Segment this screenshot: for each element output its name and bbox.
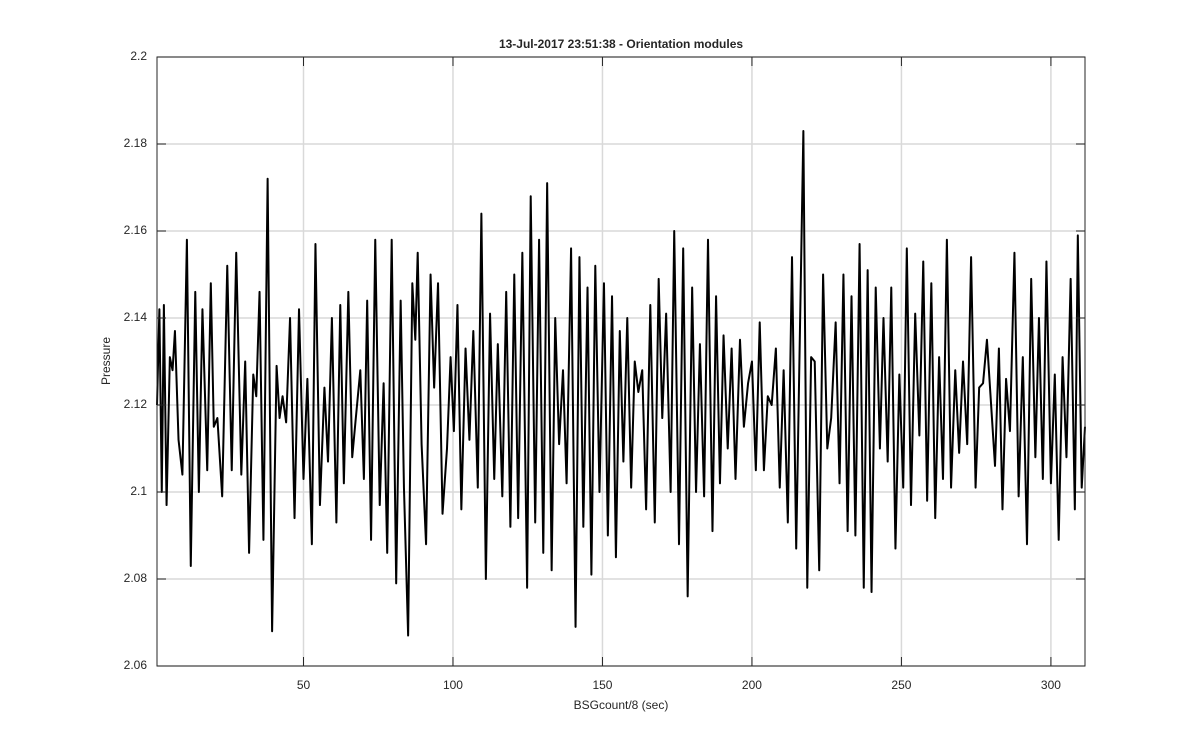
x-tick-label: 50 [297,678,311,692]
x-tick-label: 100 [443,678,463,692]
y-tick-label: 2.1 [130,484,147,498]
x-tick-label: 300 [1041,678,1061,692]
y-tick-label: 2.08 [124,571,148,585]
plot-layer [156,129,1086,637]
chart-title: 13-Jul-2017 23:51:38 - Orientation modul… [499,37,743,51]
y-tick-label: 2.12 [124,397,148,411]
data-line [156,129,1086,637]
x-axis-label: BSGcount/8 (sec) [574,698,669,712]
x-tick-label: 150 [592,678,612,692]
y-tick-label: 2.06 [124,658,148,672]
x-tick-label: 200 [742,678,762,692]
x-tick-label: 250 [891,678,911,692]
y-tick-label: 2.16 [124,223,148,237]
axes-box [156,56,1086,667]
y-tick-label: 2.2 [130,49,147,63]
y-tick-label: 2.18 [124,136,148,150]
y-tick-label: 2.14 [124,310,148,324]
y-axis-label: Pressure [99,337,113,385]
